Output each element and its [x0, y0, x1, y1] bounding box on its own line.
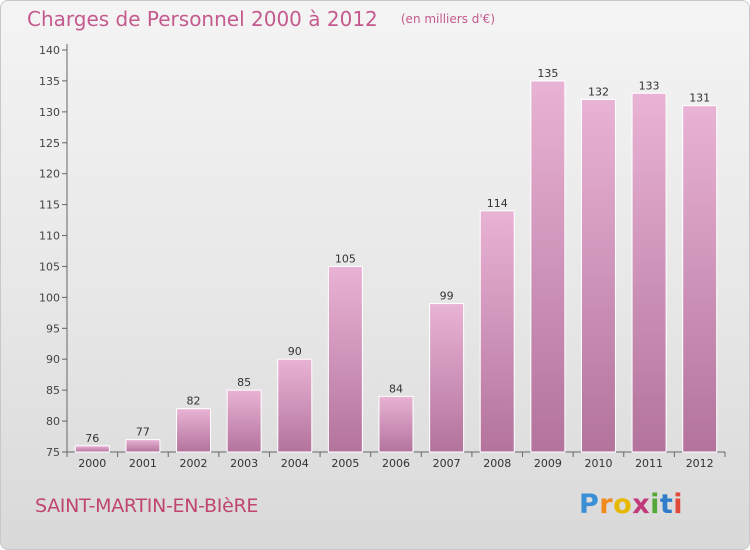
- x-tick-label: 2008: [483, 457, 511, 470]
- y-tick-label: 135: [39, 75, 60, 88]
- y-tick-label: 125: [39, 137, 60, 150]
- brand-letter: x: [632, 489, 651, 520]
- x-tick-label: 2012: [686, 457, 714, 470]
- y-tick-label: 80: [46, 415, 60, 428]
- bar-value-label: 131: [689, 92, 710, 105]
- x-tick-label: 2010: [584, 457, 612, 470]
- y-tick-label: 140: [39, 44, 60, 57]
- x-tick-label: 2009: [534, 457, 562, 470]
- y-tick-label: 100: [39, 291, 60, 304]
- x-tick-label: 2007: [433, 457, 461, 470]
- x-tick-label: 2011: [635, 457, 663, 470]
- bar-value-label: 77: [136, 426, 150, 439]
- bar-value-label: 135: [537, 67, 558, 80]
- bar-value-label: 105: [335, 252, 356, 265]
- x-tick-label: 2004: [281, 457, 309, 470]
- title-row: Charges de Personnel 2000 à 2012 (en mil…: [27, 7, 495, 31]
- brand-letter: o: [613, 489, 633, 520]
- bar-chart: 75 80 85 90 95 100 105 110 115 120 125 130 135 140 20…: [39, 44, 726, 470]
- brand-letter: P: [579, 489, 600, 520]
- bar: [125, 439, 161, 453]
- x-tick-label: 2003: [230, 457, 258, 470]
- bar-value-label: 132: [588, 85, 609, 98]
- bar: [530, 80, 566, 453]
- bar-value-label: 84: [389, 382, 403, 395]
- brand-letter: i: [673, 489, 684, 520]
- commune-name: SAINT-MARTIN-EN-BIèRE: [35, 495, 259, 517]
- bar: [580, 98, 616, 453]
- bar: [429, 303, 465, 453]
- y-tick-label: 105: [39, 260, 60, 273]
- x-axis: 2000 2001 2002 2003 2004 2005 2006 2007 2008 2009…: [66, 451, 726, 470]
- bar: [226, 389, 262, 453]
- bar: [479, 210, 515, 453]
- bar-value-label: 82: [187, 395, 201, 408]
- bar: [378, 395, 414, 453]
- y-tick-label: 90: [46, 353, 60, 366]
- x-tick-label: 2005: [331, 457, 359, 470]
- y-axis: 75 80 85 90 95 100 105 110 115 120 125 130 135 140: [39, 44, 68, 459]
- bar-value-label: 133: [639, 79, 660, 92]
- y-tick-label: 120: [39, 168, 60, 181]
- bars: [74, 80, 718, 453]
- brand-logo: Proxiti: [579, 489, 683, 520]
- y-tick-label: 75: [46, 446, 60, 459]
- chart-unit: (en milliers d'€): [400, 12, 495, 26]
- data-labels: 76 77 82 85 90 105 84 99 114 135 132 133 131: [85, 67, 710, 445]
- x-tick-label: 2001: [129, 457, 157, 470]
- bar-value-label: 99: [440, 290, 454, 303]
- bar: [631, 92, 667, 453]
- bar: [327, 265, 363, 453]
- brand-letter: t: [659, 489, 674, 520]
- x-tick-label: 2006: [382, 457, 410, 470]
- bar: [74, 445, 110, 453]
- x-tick-label: 2000: [78, 457, 106, 470]
- y-tick-label: 85: [46, 384, 60, 397]
- brand-letter: i: [650, 489, 660, 520]
- bar: [176, 408, 212, 453]
- y-tick-label: 95: [46, 322, 60, 335]
- bar: [277, 358, 313, 453]
- bar-value-label: 85: [237, 376, 251, 389]
- brand-letter: r: [599, 489, 614, 520]
- x-tick-label: 2002: [180, 457, 208, 470]
- bar: [682, 105, 718, 453]
- y-tick-label: 110: [39, 230, 60, 243]
- chart-title: Charges de Personnel 2000 à 2012: [27, 7, 378, 31]
- bar-value-label: 90: [288, 345, 302, 358]
- y-tick-label: 115: [39, 199, 60, 212]
- y-tick-label: 130: [39, 106, 60, 119]
- bar-value-label: 76: [85, 432, 99, 445]
- bar-value-label: 114: [487, 197, 508, 210]
